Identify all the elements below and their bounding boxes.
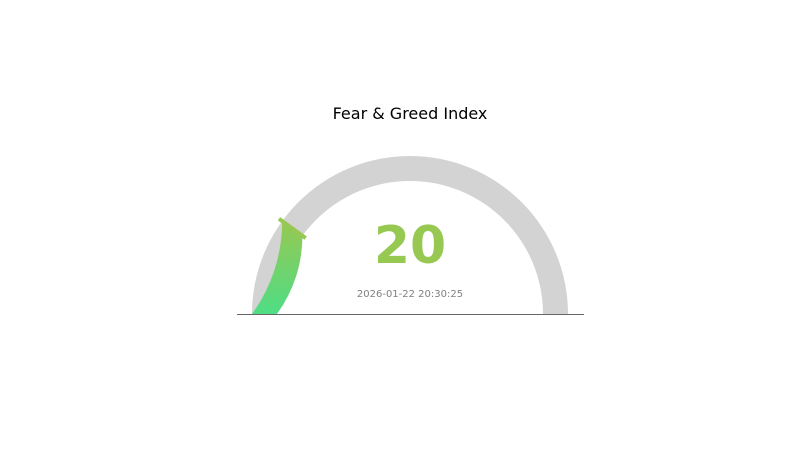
- gauge-value-arc: [252, 221, 303, 314]
- gauge-track: [252, 156, 568, 314]
- timestamp: 2026-01-22 20:30:25: [357, 289, 463, 300]
- gauge-value-marker: [277, 217, 307, 240]
- gauge-value-label: 20: [374, 216, 446, 276]
- chart-title: Fear & Greed Index: [333, 104, 488, 123]
